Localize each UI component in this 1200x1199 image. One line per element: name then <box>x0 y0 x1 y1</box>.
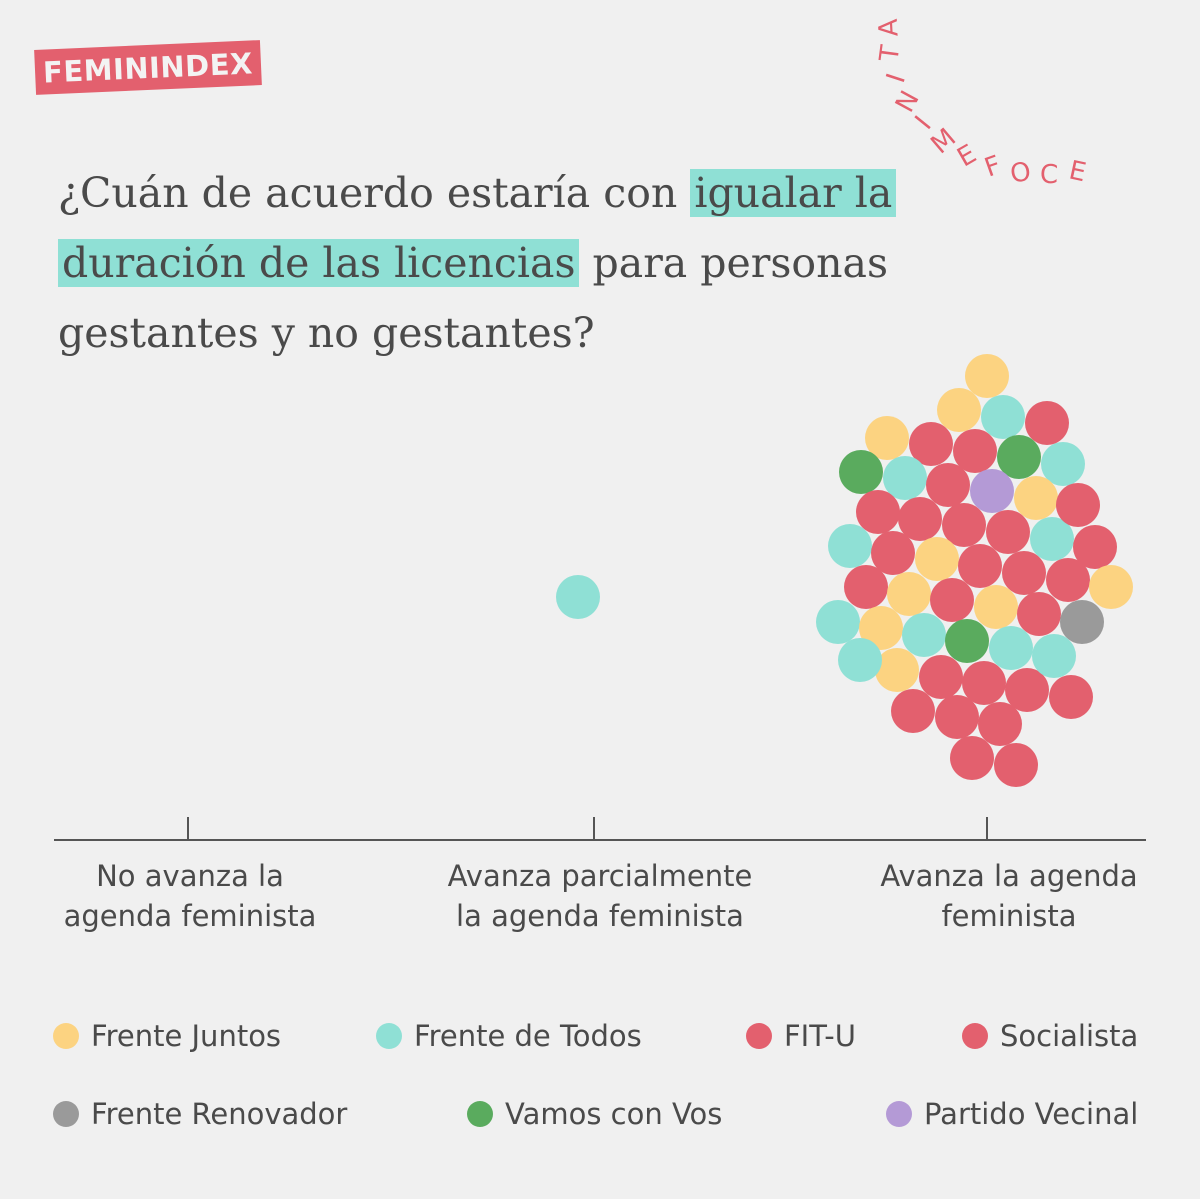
legend-swatch <box>53 1023 79 1049</box>
question-highlight-1: igualar la <box>690 169 897 217</box>
question-pre: ¿Cuán de acuerdo estaría con <box>58 169 691 217</box>
x-tick-label-avanza: Avanza la agenda feminista <box>849 856 1169 936</box>
dot-fit-u <box>919 655 963 699</box>
dot-frente-de-todos <box>902 613 946 657</box>
legend-item-partido-vecinal: Partido Vecinal <box>886 1097 1138 1131</box>
dot-fit-u <box>935 695 979 739</box>
dot-frente-de-todos <box>556 575 600 619</box>
legend-label: Frente de Todos <box>414 1019 642 1053</box>
dot-frente-de-todos <box>1030 517 1074 561</box>
dot-frente-renovador <box>1060 600 1104 644</box>
legend-swatch <box>746 1023 772 1049</box>
legend-item-vamos-con-vos: Vamos con Vos <box>467 1097 722 1131</box>
dot-frente-juntos <box>859 606 903 650</box>
dot-fit-u <box>930 578 974 622</box>
legend-label: Frente Juntos <box>91 1019 282 1053</box>
question-title: ¿Cuán de acuerdo estaría con igualar la d… <box>58 158 958 368</box>
dot-fit-u <box>950 736 994 780</box>
dot-fit-u <box>1017 592 1061 636</box>
dot-fit-u <box>942 503 986 547</box>
dot-fit-u <box>1025 401 1069 445</box>
dot-frente-juntos <box>1014 476 1058 520</box>
dot-vamos-con-vos <box>839 450 883 494</box>
question-post: para personas gestantes y no gestantes? <box>58 239 889 357</box>
x-tick-label-line: Avanza parcialmente <box>447 859 753 893</box>
dot-fit-u <box>1002 551 1046 595</box>
dot-frente-de-todos <box>981 395 1025 439</box>
dot-fit-u <box>1049 675 1093 719</box>
dot-fit-u <box>994 743 1038 787</box>
dot-frente-juntos <box>974 585 1018 629</box>
dot-fit-u <box>844 565 888 609</box>
legend-swatch <box>467 1101 493 1127</box>
dot-frente-juntos <box>1089 565 1133 609</box>
legend-item-frente-renovador: Frente Renovador <box>53 1097 347 1131</box>
dot-fit-u <box>1056 483 1100 527</box>
dot-fit-u <box>958 544 1002 588</box>
x-tick-label-line: No avanza la <box>96 859 284 893</box>
dot-vamos-con-vos <box>997 435 1041 479</box>
dot-fit-u <box>1073 525 1117 569</box>
dot-partido-vecinal <box>970 469 1014 513</box>
dot-frente-juntos <box>865 416 909 460</box>
dot-frente-juntos <box>965 354 1009 398</box>
dot-fit-u <box>891 689 935 733</box>
legend-swatch <box>886 1101 912 1127</box>
dot-frente-de-todos <box>989 626 1033 670</box>
dot-frente-de-todos <box>1032 634 1076 678</box>
legend-item-frente-juntos: Frente Juntos <box>53 1019 281 1053</box>
x-tick-label-parcial: Avanza parcialmente la agenda feminista <box>440 856 760 936</box>
dot-fit-u <box>856 490 900 534</box>
legend-label: Partido Vecinal <box>924 1097 1139 1131</box>
x-tick-label-line: agenda feminista <box>63 899 317 933</box>
legend-label: FIT-U <box>784 1019 856 1053</box>
x-tick-label-no-avanza: No avanza la agenda feminista <box>30 856 350 936</box>
legend-item-frente-de-todos: Frente de Todos <box>376 1019 642 1053</box>
dot-frente-de-todos <box>1041 442 1085 486</box>
dot-fit-u <box>1046 558 1090 602</box>
dot-vamos-con-vos <box>945 619 989 663</box>
dot-frente-juntos <box>937 388 981 432</box>
dot-frente-de-todos <box>828 524 872 568</box>
dot-fit-u <box>978 702 1022 746</box>
dot-fit-u <box>898 497 942 541</box>
legend-item-fit-u: FIT-U <box>746 1019 856 1053</box>
dot-frente-de-todos <box>838 638 882 682</box>
legend-label: Socialista <box>1000 1019 1139 1053</box>
legend-label: Vamos con Vos <box>505 1097 723 1131</box>
legend-label: Frente Renovador <box>91 1097 348 1131</box>
dot-frente-juntos <box>875 648 919 692</box>
x-tick-label-line: la agenda feminista <box>456 899 744 933</box>
dot-fit-u <box>909 422 953 466</box>
dot-frente-de-todos <box>883 456 927 500</box>
legend-swatch <box>376 1023 402 1049</box>
x-tick-label-line: feminista <box>941 899 1077 933</box>
dot-fit-u <box>1005 668 1049 712</box>
legend-item-socialista: Socialista <box>962 1019 1138 1053</box>
dot-fit-u <box>986 510 1030 554</box>
legend-swatch <box>53 1101 79 1127</box>
dot-frente-juntos <box>887 572 931 616</box>
legend-swatch <box>962 1023 988 1049</box>
dot-fit-u <box>871 531 915 575</box>
x-tick-label-line: Avanza la agenda <box>880 859 1138 893</box>
dot-fit-u <box>926 463 970 507</box>
question-highlight-2: duración de las licencias <box>58 239 580 287</box>
dot-fit-u <box>962 661 1006 705</box>
dot-fit-u <box>953 429 997 473</box>
dot-frente-juntos <box>915 537 959 581</box>
dot-frente-de-todos <box>816 600 860 644</box>
